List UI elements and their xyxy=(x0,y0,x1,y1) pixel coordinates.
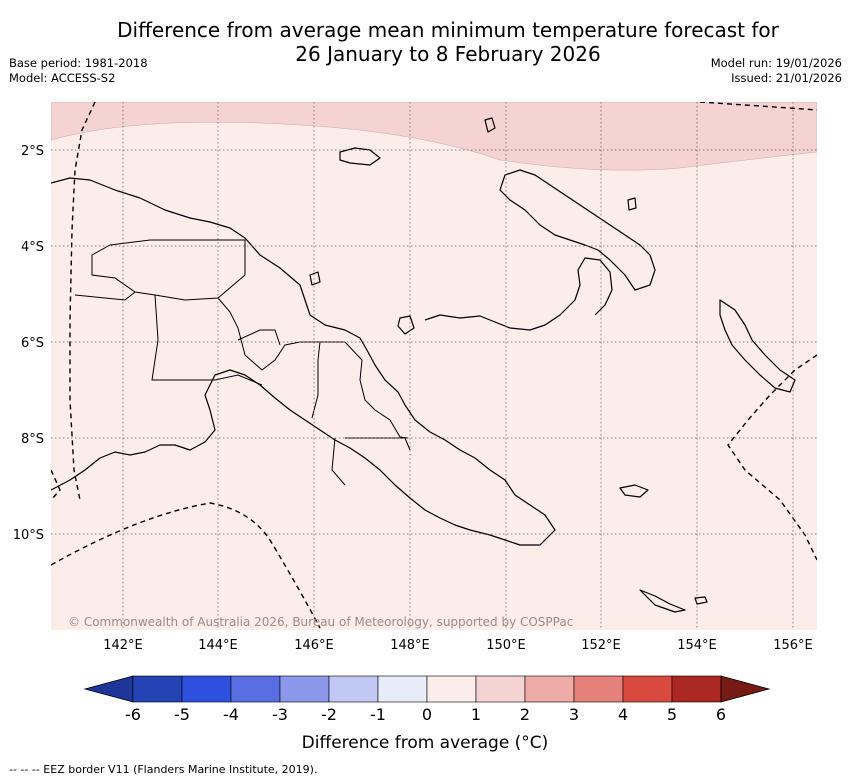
colorbar-tick-label: -4 xyxy=(223,705,239,724)
colorbar-extend-high xyxy=(720,675,771,703)
lat-tick-label: 8°S xyxy=(21,432,44,447)
island-d xyxy=(639,589,686,613)
lon-tick-label: 146°E xyxy=(294,638,334,653)
colorbar-segment xyxy=(377,675,428,703)
island-a xyxy=(484,117,496,133)
lat-tick-label: 10°S xyxy=(13,528,44,543)
meta-left: Base period: 1981-2018 Model: ACCESS-S2 xyxy=(9,56,148,86)
colorbar-tick-label: 5 xyxy=(666,705,678,724)
lat-lon-grid xyxy=(51,102,817,630)
base-period: Base period: 1981-2018 xyxy=(9,56,148,70)
lon-tick-label: 150°E xyxy=(486,638,526,653)
coastlines xyxy=(51,117,796,613)
new-guinea-coast xyxy=(51,177,556,546)
lon-tick-label: 156°E xyxy=(773,638,813,653)
huon-coast xyxy=(424,257,613,331)
model-run: Model run: 19/01/2026 xyxy=(710,56,842,70)
title-line2: 26 January to 8 February 2026 xyxy=(295,42,601,66)
colorbar-segment xyxy=(328,675,379,703)
colorbar-tick-label: 3 xyxy=(568,705,580,724)
colorbar-tick-label: 2 xyxy=(519,705,531,724)
lon-tick-label: 148°E xyxy=(390,638,430,653)
lat-tick-label: 4°S xyxy=(21,240,44,255)
colorbar-tick-label: 0 xyxy=(421,705,433,724)
colorbar-segment xyxy=(181,675,232,703)
island-g xyxy=(694,596,708,605)
colorbar-segment xyxy=(671,675,722,703)
colorbar-tick-label: -5 xyxy=(174,705,190,724)
footnote: -- -- -- EEZ border V11 (Flanders Marine… xyxy=(9,763,318,776)
island-f xyxy=(627,197,637,211)
bougainville-coast xyxy=(719,299,796,393)
chart-title: Difference from average mean minimum tem… xyxy=(60,18,836,66)
title-line1: Difference from average mean minimum tem… xyxy=(117,18,779,42)
warm-anomaly-region xyxy=(51,102,817,171)
lon-tick-label: 154°E xyxy=(677,638,717,653)
colorbar-segment xyxy=(279,675,330,703)
lon-tick-label: 142°E xyxy=(103,638,143,653)
new-britain-coast xyxy=(499,169,656,291)
island-e xyxy=(309,271,321,286)
issued-date: Issued: 21/01/2026 xyxy=(731,71,842,85)
lon-tick-label: 144°E xyxy=(198,638,238,653)
lat-tick-label: 2°S xyxy=(21,144,44,159)
colorbar-tick-label: -2 xyxy=(321,705,337,724)
colorbar-segment xyxy=(475,675,526,703)
colorbar-segment xyxy=(132,675,183,703)
colorbar-segment xyxy=(622,675,673,703)
manus-island xyxy=(339,147,381,166)
colorbar-tick-label: -6 xyxy=(125,705,141,724)
eez-borders xyxy=(51,102,817,629)
lon-tick-label: 152°E xyxy=(581,638,621,653)
colorbar-segment xyxy=(524,675,575,703)
copyright-text: © Commonwealth of Australia 2026, Bureau… xyxy=(68,615,573,629)
provincial-borders xyxy=(74,239,411,486)
map-area: © Commonwealth of Australia 2026, Bureau… xyxy=(51,102,817,630)
lat-tick-label: 6°S xyxy=(21,336,44,351)
colorbar-tick-label: -1 xyxy=(370,705,386,724)
meta-right: Model run: 19/01/2026 Issued: 21/01/2026 xyxy=(711,56,842,86)
lon-tick-labels: 142°E 144°E 146°E 148°E 150°E 152°E 154°… xyxy=(103,638,813,653)
colorbar-segment xyxy=(426,675,477,703)
colorbar-extend-low xyxy=(83,675,134,703)
colorbar-tick-label: 4 xyxy=(617,705,629,724)
colorbar-segment xyxy=(573,675,624,703)
colorbar-tick-label: 6 xyxy=(715,705,727,724)
model-name: Model: ACCESS-S2 xyxy=(9,71,116,85)
colorbar xyxy=(83,675,771,703)
colorbar-title: Difference from average (°C) xyxy=(301,733,549,753)
colorbar-tick-label: -3 xyxy=(272,705,288,724)
colorbar-tick-label: 1 xyxy=(470,705,482,724)
colorbar-segment xyxy=(230,675,281,703)
lat-tick-labels: 2°S 4°S 6°S 8°S 10°S xyxy=(13,144,44,543)
island-b xyxy=(397,315,415,335)
map-background xyxy=(51,102,817,630)
island-c xyxy=(619,484,649,498)
